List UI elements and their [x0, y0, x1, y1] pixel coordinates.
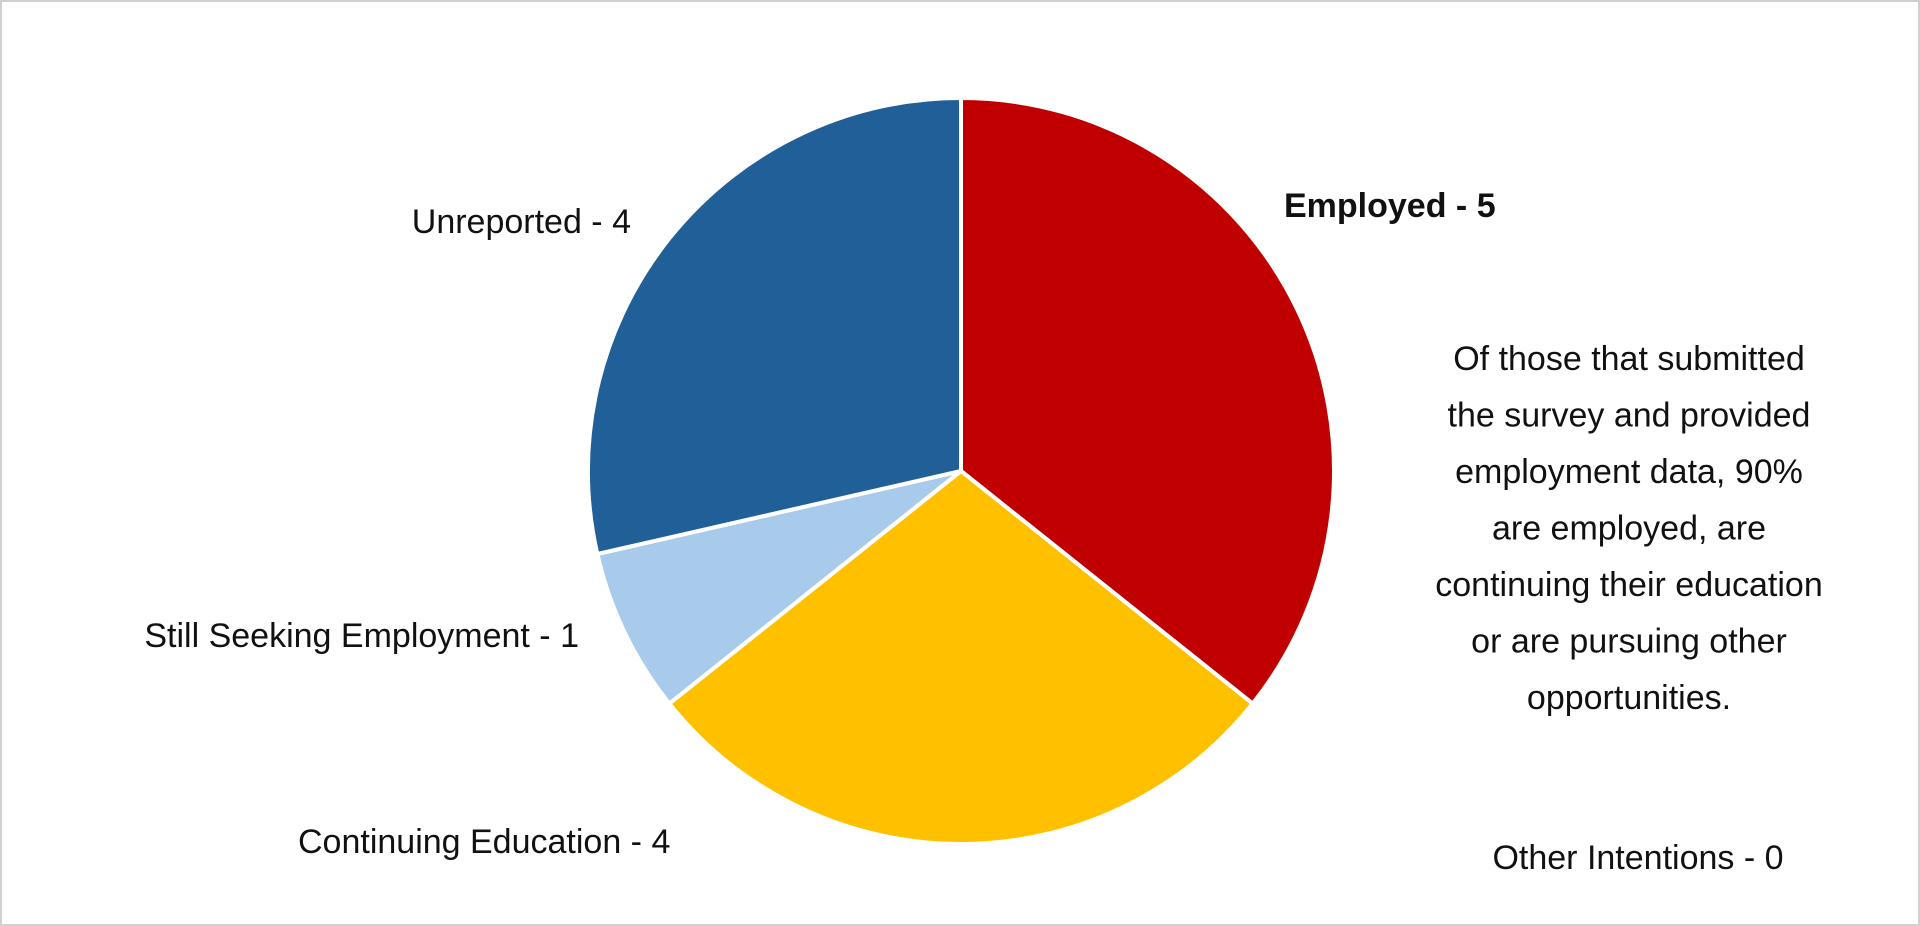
pie-slice — [594, 469, 963, 707]
slice-label: Continuing Education - 4 — [298, 823, 670, 861]
slice-label: Other Intentions - 0 — [1492, 839, 1783, 877]
slice-label: Unreported - 4 — [412, 203, 631, 241]
pie-slice — [666, 468, 1256, 846]
annotation-line: employment data, 90% — [1455, 453, 1803, 491]
annotation-line: continuing their education — [1435, 566, 1823, 604]
slice-label: Still Seeking Employment - 1 — [144, 617, 579, 655]
slice-label: Employed - 5 — [1284, 187, 1496, 225]
annotation-line: or are pursuing other — [1471, 622, 1787, 660]
annotation-line: opportunities. — [1527, 679, 1731, 717]
annotation-line: Of those that submitted — [1453, 340, 1805, 378]
pie-slice — [586, 95, 963, 557]
annotation-line: are employed, are — [1492, 509, 1766, 547]
annotation-line: the survey and provided — [1448, 396, 1811, 434]
pie-slice — [959, 95, 1336, 707]
